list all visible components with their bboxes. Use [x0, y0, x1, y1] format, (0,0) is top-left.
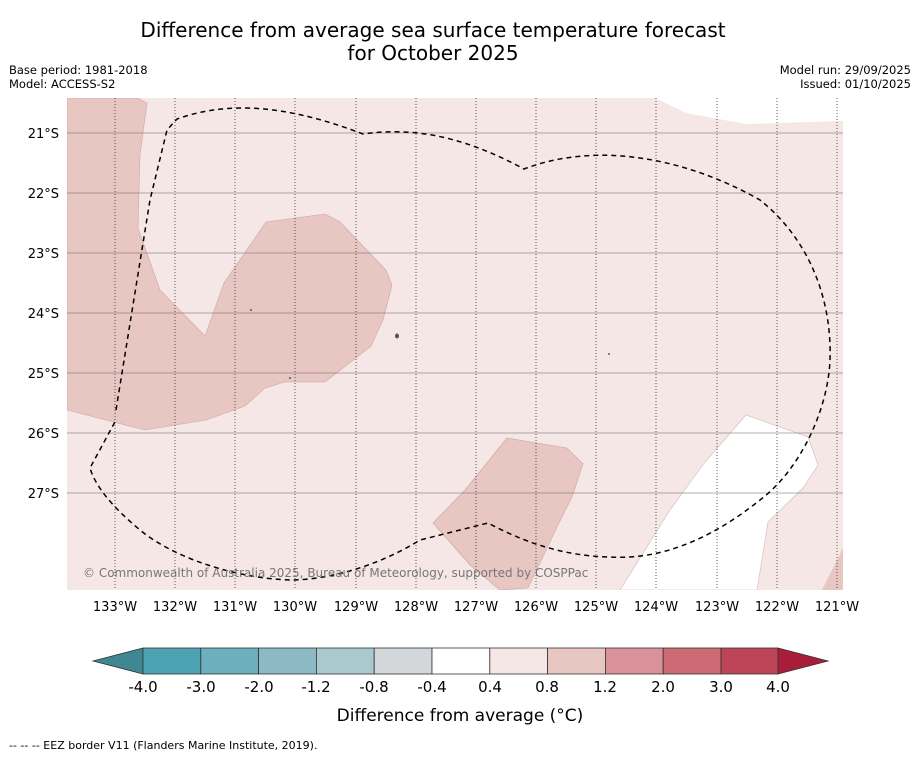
eez-border-line — [89, 107, 831, 581]
map-title: Difference from average sea surface temp… — [140, 18, 726, 65]
model-name: Model: ACCESS-S2 — [9, 77, 116, 91]
colorbar-segment — [200, 647, 260, 675]
anomaly-0.8-1.2-corner — [822, 548, 843, 590]
colorbar-tick: -2.0 — [244, 678, 273, 696]
colorbar-segment — [662, 647, 722, 675]
map-area: © Commonwealth of Australia 2025, Bureau… — [67, 98, 843, 590]
island-marker — [395, 333, 399, 339]
anomaly-0.8-1.2-south — [432, 437, 584, 590]
colorbar-tick: -1.2 — [301, 678, 330, 696]
latitude-labels: 21°S 22°S 23°S 24°S 25°S 26°S 27°S — [28, 127, 59, 502]
lon-label: 123°W — [695, 600, 739, 615]
colorbar-segment — [315, 647, 375, 675]
lat-label: 24°S — [28, 307, 59, 322]
lon-label: 131°W — [213, 600, 257, 615]
colorbar-segment — [605, 647, 664, 675]
lat-label: 26°S — [28, 427, 59, 442]
lat-label: 25°S — [28, 367, 59, 382]
lon-label: 132°W — [153, 600, 197, 615]
lon-label: 124°W — [634, 600, 678, 615]
lon-label: 125°W — [574, 600, 618, 615]
colorbar-segment — [142, 647, 202, 675]
lon-label: 127°W — [454, 600, 498, 615]
anomaly-0.8-1.2-west — [67, 98, 393, 431]
colorbar-tick-labels: -4.0 -3.0 -2.0 -1.2 -0.8 -0.4 0.4 0.8 1.… — [128, 678, 790, 696]
eez-legend-note: -- -- -- EEZ border V11 (Flanders Marine… — [9, 739, 318, 752]
metadata-left: Base period: 1981-2018 Model: ACCESS-S2 — [9, 63, 148, 91]
colorbar-segment — [720, 647, 779, 675]
colorbar-segment — [489, 647, 548, 675]
island-marker — [250, 309, 252, 311]
lon-label: 133°W — [93, 600, 137, 615]
colorbar-tick: -0.4 — [417, 678, 446, 696]
colorbar-segment — [373, 647, 433, 675]
colorbar-tick: 4.0 — [766, 678, 790, 696]
colorbar-tick: -0.8 — [359, 678, 388, 696]
colorbar-tick: 0.4 — [478, 678, 502, 696]
lat-label: 22°S — [28, 187, 59, 202]
colorbar-title: Difference from average (°C) — [337, 706, 584, 726]
lon-label: 126°W — [514, 600, 558, 615]
island-marker — [289, 377, 291, 379]
latitude-gridlines — [67, 132, 843, 494]
neutral-region-north — [655, 98, 843, 124]
colorbar-tick: 1.2 — [593, 678, 617, 696]
colorbar-tick: 2.0 — [651, 678, 675, 696]
colorbar-tick: 0.8 — [535, 678, 559, 696]
colorbar: -4.0 -3.0 -2.0 -1.2 -0.8 -0.4 0.4 0.8 1.… — [91, 647, 830, 726]
colorbar-tick: 3.0 — [709, 678, 733, 696]
lon-label: 130°W — [273, 600, 317, 615]
lon-label: 129°W — [334, 600, 378, 615]
colorbar-min-extension — [91, 647, 144, 675]
longitude-gridlines — [114, 98, 838, 590]
colorbar-segment — [258, 647, 317, 675]
colorbar-tick: -3.0 — [186, 678, 215, 696]
longitude-labels: 133°W 132°W 131°W 130°W 129°W 128°W 127°… — [93, 600, 859, 615]
neutral-region-southeast — [619, 414, 819, 590]
lat-label: 27°S — [28, 487, 59, 502]
lon-label: 122°W — [755, 600, 799, 615]
metadata-right: Model run: 29/09/2025 Issued: 01/10/2025 — [780, 63, 911, 91]
issued-date: Issued: 01/10/2025 — [800, 77, 911, 91]
colorbar-tick: -4.0 — [128, 678, 157, 696]
copyright-text: © Commonwealth of Australia 2025, Bureau… — [83, 566, 588, 580]
base-period: Base period: 1981-2018 — [9, 63, 148, 77]
lat-label: 23°S — [28, 247, 59, 262]
lat-label: 21°S — [28, 127, 59, 142]
colorbar-max-extension — [777, 647, 830, 675]
lon-label: 121°W — [815, 600, 859, 615]
colorbar-segment — [547, 647, 606, 675]
colorbar-segment — [431, 647, 491, 675]
lon-label: 128°W — [394, 600, 438, 615]
model-run: Model run: 29/09/2025 — [779, 63, 911, 77]
island-marker — [608, 353, 610, 355]
